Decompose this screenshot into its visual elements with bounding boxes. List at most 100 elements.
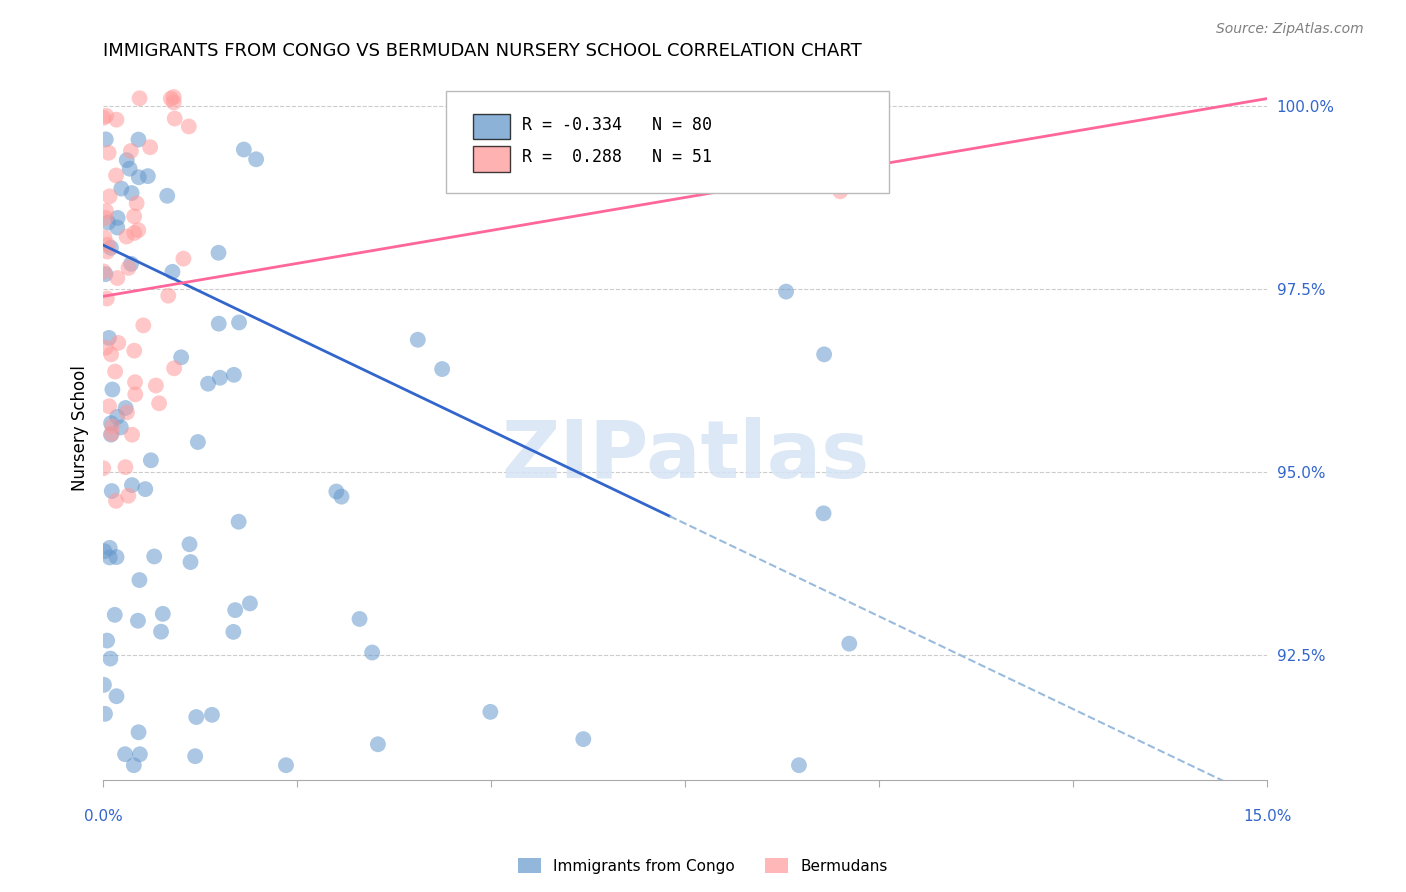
Point (104, 365, 127, 379)
Point (430, 362, 453, 376)
Point (274, 758, 297, 772)
Point (228, 515, 250, 529)
Point (157, 288, 180, 302)
Point (98, 189, 121, 203)
Point (172, 252, 194, 266)
Text: 15.0%: 15.0% (1243, 809, 1291, 824)
Point (114, 747, 136, 762)
Point (94, 706, 117, 721)
Point (110, 420, 132, 434)
Point (91, 461, 114, 475)
Point (121, 186, 143, 200)
Point (208, 370, 231, 384)
Point (98, 550, 121, 565)
Point (222, 624, 245, 639)
Point (121, 427, 143, 442)
Point (163, 361, 186, 376)
Point (101, 419, 124, 434)
Point (813, 347, 835, 361)
Point (100, 483, 122, 498)
Point (105, 169, 128, 183)
Point (787, 758, 810, 772)
Text: R =  0.288   N = 51: R = 0.288 N = 51 (522, 148, 711, 167)
Point (115, 153, 138, 168)
Point (186, 710, 208, 724)
Point (330, 490, 353, 504)
Point (179, 555, 201, 569)
Point (94, 132, 117, 146)
Point (121, 478, 143, 492)
Point (120, 144, 142, 158)
Point (96, 244, 118, 259)
Point (120, 257, 142, 271)
Point (94, 267, 117, 281)
Point (170, 351, 193, 365)
Point (127, 223, 149, 237)
Point (813, 507, 835, 521)
Point (197, 376, 219, 391)
Point (145, 378, 167, 392)
Point (110, 181, 132, 195)
Point (117, 260, 139, 275)
Point (101, 383, 124, 397)
Point (838, 637, 860, 651)
Point (104, 607, 127, 622)
Point (349, 612, 371, 626)
Point (105, 409, 128, 424)
Point (830, 184, 852, 198)
Point (124, 375, 146, 389)
Point (127, 132, 149, 146)
Point (139, 140, 162, 154)
Point (93, 678, 115, 692)
Point (118, 161, 141, 176)
FancyBboxPatch shape (447, 91, 889, 193)
Point (201, 707, 224, 722)
Point (98, 541, 121, 555)
Point (96, 292, 118, 306)
Point (132, 318, 155, 333)
Text: 0.0%: 0.0% (84, 809, 122, 824)
Point (93, 264, 115, 278)
Point (128, 573, 150, 587)
Point (107, 211, 129, 225)
Point (208, 317, 231, 331)
Point (114, 460, 136, 475)
Point (122, 210, 145, 224)
Point (98, 399, 121, 413)
Point (124, 226, 146, 240)
Point (139, 453, 162, 467)
Text: ZIPatlas: ZIPatlas (501, 417, 869, 495)
Point (128, 747, 150, 762)
Point (97, 145, 120, 160)
Point (134, 482, 156, 496)
Point (572, 732, 595, 747)
Point (115, 405, 138, 419)
Point (367, 737, 389, 751)
Point (232, 143, 254, 157)
Point (128, 170, 150, 185)
Point (128, 91, 150, 105)
Point (479, 705, 502, 719)
Point (94, 341, 117, 355)
Point (228, 315, 250, 329)
Legend: Immigrants from Congo, Bermudans: Immigrants from Congo, Bermudans (512, 852, 894, 880)
Point (325, 484, 347, 499)
Point (94, 211, 117, 225)
FancyBboxPatch shape (474, 114, 510, 139)
Point (100, 427, 122, 442)
Text: R = -0.334   N = 80: R = -0.334 N = 80 (522, 116, 711, 134)
Point (222, 368, 245, 382)
Point (107, 335, 129, 350)
Point (97, 237, 120, 252)
Point (361, 646, 384, 660)
Point (114, 401, 136, 415)
Point (105, 271, 128, 285)
Point (124, 387, 146, 401)
Point (97, 331, 120, 345)
Point (187, 435, 209, 450)
Point (94, 204, 117, 219)
Point (177, 120, 200, 134)
Point (105, 690, 128, 704)
Point (117, 489, 139, 503)
Point (148, 396, 170, 410)
